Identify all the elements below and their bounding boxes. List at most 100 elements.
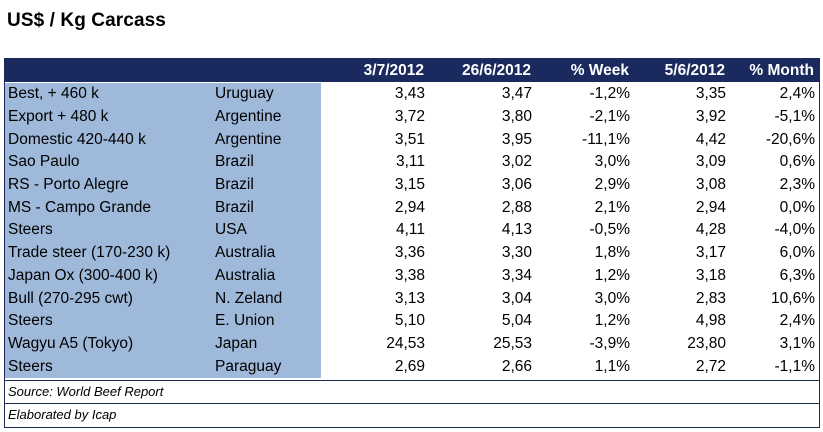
table-row: Steers USA 4,11 4,13 -0,5% 4,28 -4,0% [5,219,819,242]
row-week-ago-price-cell: 3,80 [429,105,536,129]
row-month-change-cell: 3,1% [730,332,819,356]
row-origin-cell: Australia [211,241,321,265]
row-week-change-cell: -2,1% [536,105,634,129]
row-name-cell: Japan Ox (300-400 k) [5,264,211,288]
row-week-change-cell: -0,5% [536,219,634,242]
row-origin-cell: Brazil [211,173,321,197]
row-month-ago-price-cell: 3,09 [634,151,730,174]
row-name-cell: Sao Paulo [5,151,211,174]
row-name-cell: Steers [5,309,211,333]
row-month-ago-price-cell: 4,28 [634,219,730,242]
row-month-ago-price-cell: 3,35 [634,82,730,106]
row-week-change-cell: 1,1% [536,355,634,378]
row-week-ago-price-cell: 25,53 [429,332,536,356]
row-month-change-cell: -5,1% [730,105,819,129]
row-current-price-cell: 3,43 [321,82,429,106]
row-week-change-cell: -1,2% [536,82,634,106]
row-week-change-cell: 1,8% [536,241,634,265]
row-month-ago-price-cell: 23,80 [634,332,730,356]
row-current-price-cell: 4,11 [321,219,429,242]
table-row: Bull (270-295 cwt) N. Zeland 3,13 3,04 3,0% 2… [5,287,819,310]
row-month-ago-price-cell: 3,92 [634,105,730,129]
row-name-cell: Steers [5,355,211,378]
row-week-ago-price-cell: 3,34 [429,264,536,288]
row-origin-cell: Paraguay [211,355,321,378]
row-month-ago-price-cell: 3,18 [634,264,730,288]
row-week-ago-price-cell: 5,04 [429,309,536,333]
row-month-change-cell: 2,4% [730,82,819,106]
table-row: Domestic 420-440 k Argentine 3,51 3,95 -11,1… [5,128,819,152]
row-week-change-cell: -11,1% [536,128,634,152]
row-name-cell: Domestic 420-440 k [5,128,211,152]
row-month-change-cell: 2,4% [730,309,819,333]
price-table: 3/7/2012 26/6/2012 % Week 5/6/2012 % Mon… [5,59,819,378]
row-current-price-cell: 3,13 [321,287,429,310]
row-name-cell: Bull (270-295 cwt) [5,287,211,310]
row-origin-cell: Australia [211,264,321,288]
table-row: Steers Paraguay 2,69 2,66 1,1% 2,72 -1,1% [5,355,819,378]
row-name-cell: Export + 480 k [5,105,211,129]
row-current-price-cell: 3,36 [321,241,429,265]
source-note: Source: World Beef Report [5,380,819,402]
row-week-change-cell: 2,9% [536,173,634,197]
row-origin-cell: Uruguay [211,82,321,106]
column-header-month-change: % Month [730,59,819,83]
header-blank-name [5,59,211,83]
row-current-price-cell: 2,94 [321,196,429,220]
table-row: Japan Ox (300-400 k) Australia 3,38 3,34 1,2… [5,264,819,288]
row-current-price-cell: 3,15 [321,173,429,197]
row-month-change-cell: 6,0% [730,241,819,265]
table-row: Trade steer (170-230 k) Australia 3,36 3,30… [5,241,819,265]
table-row: Sao Paulo Brazil 3,11 3,02 3,0% 3,09 0,6% [5,151,819,174]
row-week-ago-price-cell: 3,95 [429,128,536,152]
elaborated-note: Elaborated by Icap [5,403,819,425]
row-week-ago-price-cell: 2,88 [429,196,536,220]
row-week-ago-price-cell: 3,02 [429,151,536,174]
row-name-cell: MS - Campo Grande [5,196,211,220]
table-row: Best, + 460 k Uruguay 3,43 3,47 -1,2% 3,35 2,4… [5,82,819,106]
row-month-ago-price-cell: 3,08 [634,173,730,197]
row-origin-cell: Brazil [211,151,321,174]
page-title: US$ / Kg Carcass [7,10,166,31]
row-origin-cell: Argentine [211,105,321,129]
row-name-cell: RS - Porto Alegre [5,173,211,197]
row-week-ago-price-cell: 3,30 [429,241,536,265]
table-row: Steers E. Union 5,10 5,04 1,2% 4,98 2,4% [5,309,819,333]
row-month-change-cell: -20,6% [730,128,819,152]
row-name-cell: Steers [5,219,211,242]
column-header-month-ago-date: 5/6/2012 [634,59,730,83]
row-current-price-cell: 2,69 [321,355,429,378]
row-name-cell: Trade steer (170-230 k) [5,241,211,265]
row-month-change-cell: 2,3% [730,173,819,197]
row-current-price-cell: 5,10 [321,309,429,333]
row-month-ago-price-cell: 2,94 [634,196,730,220]
row-week-ago-price-cell: 3,47 [429,82,536,106]
row-month-change-cell: 10,6% [730,287,819,310]
row-month-ago-price-cell: 4,42 [634,128,730,152]
row-origin-cell: Japan [211,332,321,356]
table-body: Best, + 460 k Uruguay 3,43 3,47 -1,2% 3,35 2,4… [5,82,819,378]
row-current-price-cell: 3,72 [321,105,429,129]
row-month-change-cell: 0,0% [730,196,819,220]
row-current-price-cell: 3,11 [321,151,429,174]
row-origin-cell: Brazil [211,196,321,220]
table-row: MS - Campo Grande Brazil 2,94 2,88 2,1% 2,94 0… [5,196,819,220]
row-origin-cell: Argentine [211,128,321,152]
row-current-price-cell: 24,53 [321,332,429,356]
table-row: Export + 480 k Argentine 3,72 3,80 -2,1% 3,92… [5,105,819,129]
column-header-current-date: 3/7/2012 [321,59,429,83]
price-table-frame: 3/7/2012 26/6/2012 % Week 5/6/2012 % Mon… [4,58,820,428]
row-origin-cell: N. Zeland [211,287,321,310]
row-current-price-cell: 3,51 [321,128,429,152]
row-week-change-cell: 3,0% [536,287,634,310]
table-row: RS - Porto Alegre Brazil 3,15 3,06 2,9% 3,08 2… [5,173,819,197]
row-month-change-cell: -1,1% [730,355,819,378]
row-month-ago-price-cell: 2,72 [634,355,730,378]
row-week-change-cell: 2,1% [536,196,634,220]
row-month-change-cell: 6,3% [730,264,819,288]
table-row: Wagyu A5 (Tokyo) Japan 24,53 25,53 -3,9% 23,8… [5,332,819,356]
row-week-ago-price-cell: 2,66 [429,355,536,378]
column-header-week-change: % Week [536,59,634,83]
row-week-change-cell: -3,9% [536,332,634,356]
row-week-ago-price-cell: 3,04 [429,287,536,310]
